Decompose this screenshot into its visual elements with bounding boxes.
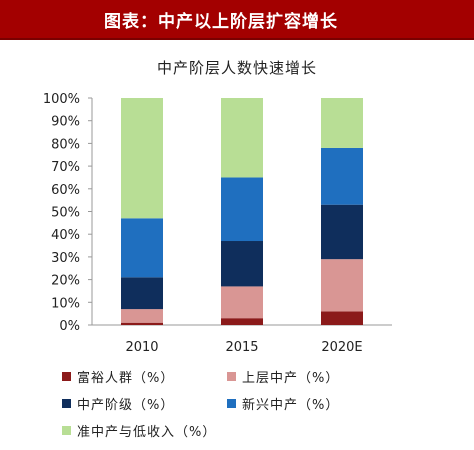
bar-segment-0 — [321, 311, 363, 325]
legend-label: 准中产与低收入（%） — [77, 425, 217, 440]
y-tick-label: 70% — [51, 160, 80, 175]
bar-segment-0 — [221, 318, 263, 325]
x-tick-label: 2020E — [321, 340, 362, 355]
page-title: 图表：中产以上阶层扩容增长 — [104, 12, 338, 32]
bar-segment-3 — [221, 177, 263, 242]
x-tick-label: 2010 — [125, 340, 158, 355]
legend-label: 富裕人群（%） — [77, 371, 175, 386]
legend-swatch — [62, 399, 71, 408]
bar-segment-0 — [121, 322, 163, 325]
y-tick-label: 50% — [51, 206, 80, 221]
legend-item-upper-middle: 上层中产（%） — [227, 367, 339, 386]
legend-swatch — [62, 372, 71, 381]
legend-swatch — [62, 426, 71, 435]
y-tick-label: 10% — [51, 296, 80, 311]
y-tick-label: 60% — [51, 183, 80, 198]
legend-label: 新兴中产（%） — [242, 398, 340, 413]
y-tick-label: 40% — [51, 228, 80, 243]
legend-label: 中产阶级（%） — [77, 398, 175, 413]
bar-segment-4 — [321, 98, 363, 148]
y-tick-label: 0% — [59, 319, 80, 334]
legend-label: 上层中产（%） — [242, 371, 340, 386]
y-tick-label: 80% — [51, 137, 80, 152]
bar-segment-2 — [221, 241, 263, 287]
bar-segment-2 — [121, 277, 163, 310]
bar-segment-3 — [321, 147, 363, 205]
y-tick-label: 20% — [51, 274, 80, 289]
bar-segment-1 — [221, 286, 263, 319]
bar-segment-4 — [121, 98, 163, 219]
legend-swatch — [227, 372, 236, 381]
y-tick-label: 30% — [51, 251, 80, 266]
legend-item-middle-class: 中产阶级（%） — [62, 394, 174, 413]
x-tick-label: 2015 — [225, 340, 258, 355]
y-tick-label: 90% — [51, 115, 80, 130]
bar-segment-1 — [321, 259, 363, 312]
bar-segment-2 — [321, 204, 363, 260]
legend-item-emerging-middle: 新兴中产（%） — [227, 394, 339, 413]
legend-item-wealthy: 富裕人群（%） — [62, 367, 174, 386]
bar-segment-1 — [121, 309, 163, 323]
y-tick-label: 100% — [43, 92, 80, 107]
legend-item-low-income: 准中产与低收入（%） — [62, 421, 216, 440]
header-bar: 图表：中产以上阶层扩容增长 — [0, 0, 474, 40]
bar-segment-4 — [221, 98, 263, 178]
legend-swatch — [227, 399, 236, 408]
bar-segment-3 — [121, 218, 163, 278]
chart-title: 中产阶层人数快速增长 — [156, 59, 317, 77]
